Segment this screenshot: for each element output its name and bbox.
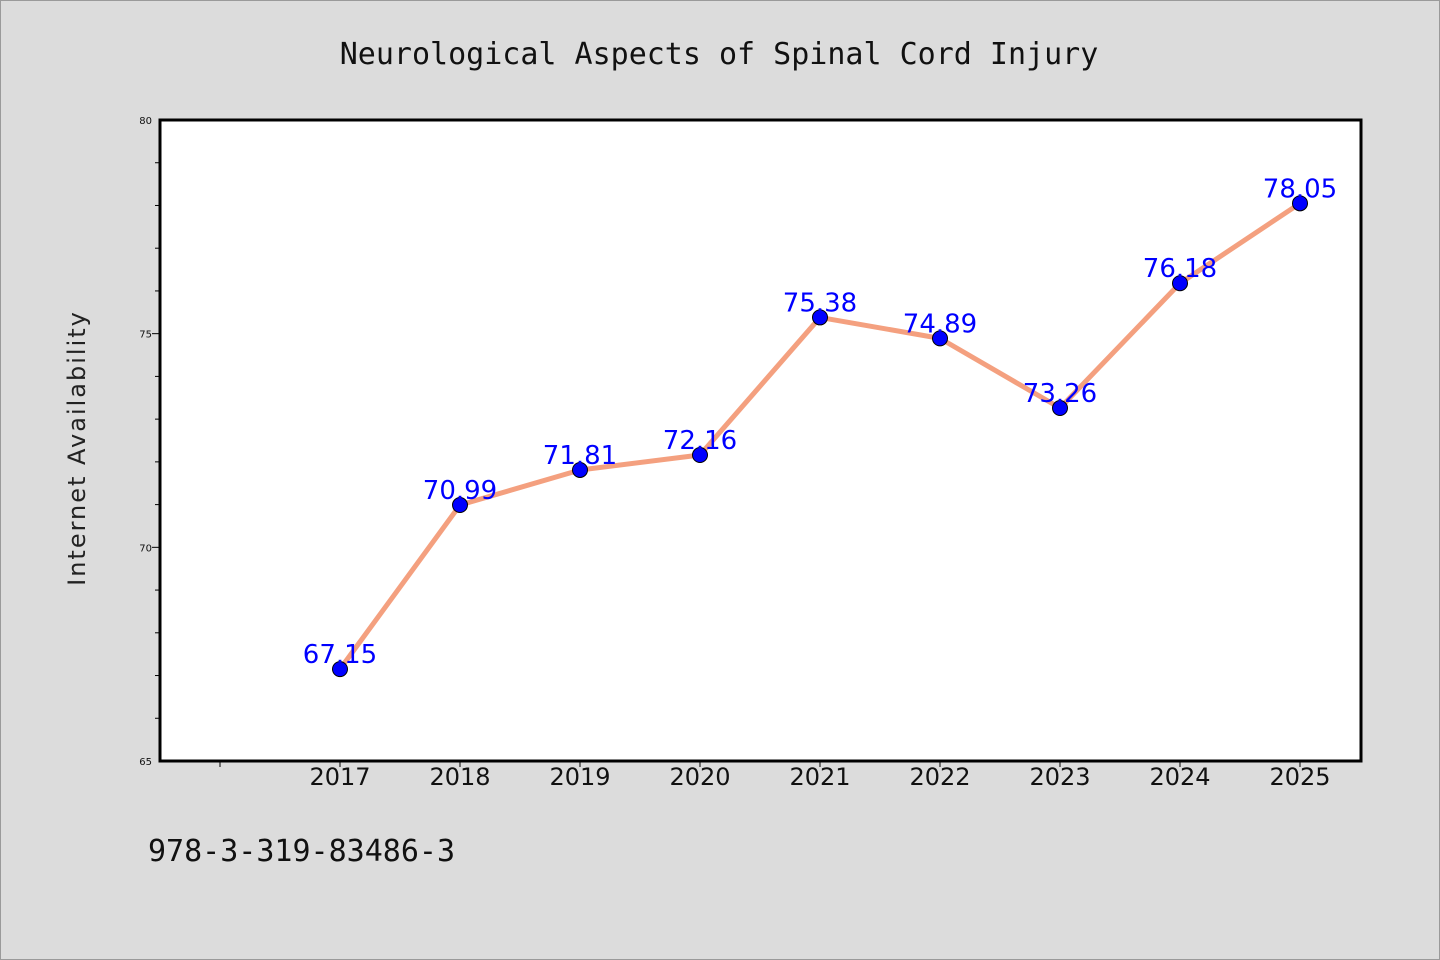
x-tick-label: 2022 [909,763,970,791]
data-label: 75.38 [783,288,857,318]
data-point [1052,400,1068,417]
isbn-footer: 978-3-319-83486-3 [148,834,456,869]
y-tick-label: 65 [139,757,152,768]
y-tick-label: 75 [139,330,152,341]
x-tick-label: 2024 [1149,763,1210,791]
x-tick-label: 2018 [429,763,490,791]
y-tick-label: 80 [139,116,152,127]
x-tick-label: 2020 [669,763,730,791]
y-tick-label: 70 [139,543,152,554]
chart-title: Neurological Aspects of Spinal Cord Inju… [340,37,1099,72]
data-label: 71.81 [543,441,617,471]
data-label: 70.99 [423,476,497,506]
data-label: 67.15 [303,640,377,670]
axis-ticks: 65 70 75 80 2017 2018 2019 2020 2021 2022 2023 2024… [139,116,1330,791]
x-tick-label: 2017 [309,763,370,791]
data-point [332,661,348,678]
data-point [812,309,828,326]
data-point [1292,195,1308,212]
data-point [1172,275,1188,292]
data-point [692,447,708,464]
y-axis-label: Internet Availability [63,310,91,586]
data-label: 72.16 [663,426,737,456]
data-label: 78.05 [1263,174,1337,204]
x-tick-label: 2021 [789,763,850,791]
data-label: 74.89 [903,309,977,339]
data-label: 76.18 [1143,254,1217,284]
data-label: 73.26 [1023,379,1097,409]
x-tick-label: 2025 [1269,763,1330,791]
x-tick-label: 2023 [1029,763,1090,791]
data-point [572,461,588,478]
data-point [932,330,948,347]
data-point [452,497,468,514]
x-tick-label: 2019 [549,763,610,791]
series-group: 67.15 70.99 71.81 72.16 75.38 74.89 73.26 76.18… [303,174,1337,678]
plot-area [158,118,1363,763]
